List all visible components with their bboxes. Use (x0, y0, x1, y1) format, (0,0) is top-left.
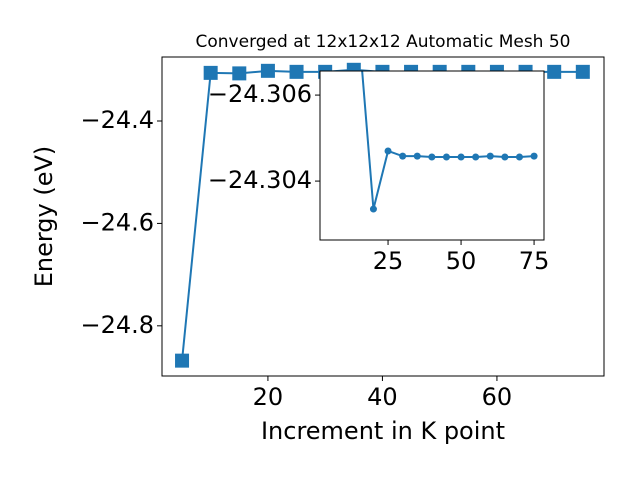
axes-frame (319, 70, 545, 241)
x-tick-label: 40 (367, 383, 398, 411)
x-tick-label: 20 (253, 383, 284, 411)
x-tick-label: 50 (446, 247, 477, 275)
marker (203, 65, 218, 80)
marker (232, 66, 247, 81)
marker (457, 153, 465, 161)
marker (486, 152, 494, 160)
marker (175, 353, 190, 368)
marker (530, 152, 538, 160)
x-tick-label: 75 (519, 247, 550, 275)
marker (428, 153, 436, 161)
marker (260, 63, 275, 78)
marker (515, 153, 523, 161)
inset-chart: 25 50 75 −24.306 −24.304 (208, 70, 550, 275)
y-tick-label: −24.304 (208, 166, 312, 194)
data-layer (361, 71, 538, 213)
marker (384, 147, 392, 155)
marker (399, 152, 407, 160)
y-tick-label: −24.306 (208, 80, 312, 108)
marker (413, 152, 421, 160)
marker (369, 205, 377, 213)
marker (501, 153, 509, 161)
marker (442, 153, 450, 161)
y-tick-label: −24.6 (80, 208, 154, 236)
x-tick-label: 25 (373, 247, 404, 275)
axes-frame (161, 56, 605, 377)
y-tick-label: −24.4 (80, 106, 154, 134)
y-axis-label: Energy (eV) (30, 146, 58, 288)
marker (289, 64, 304, 79)
y-tick-label: −24.8 (80, 311, 154, 339)
x-tick-label: 60 (482, 383, 513, 411)
marker (547, 64, 562, 79)
marker (472, 153, 480, 161)
x-axis-label: Increment in K point (261, 417, 505, 445)
chart-title: Converged at 12x12x12 Automatic Mesh 50 (196, 32, 571, 52)
marker (575, 64, 590, 79)
